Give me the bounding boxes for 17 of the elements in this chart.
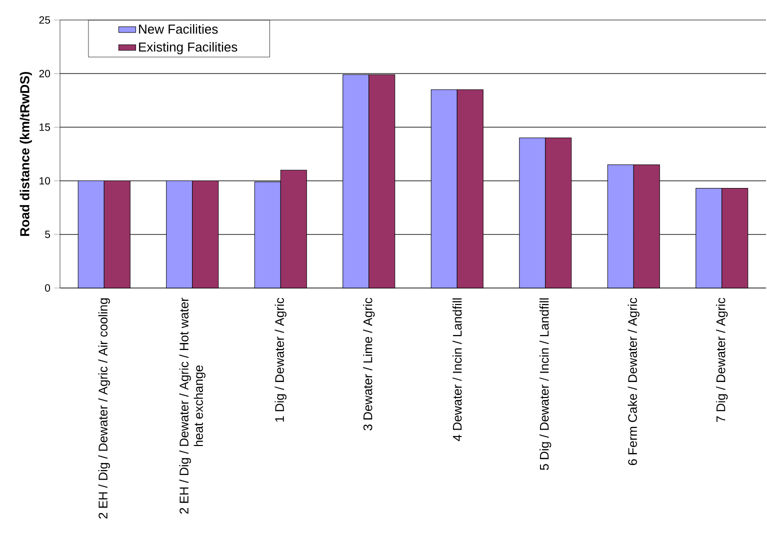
legend-label: Existing Facilities: [139, 42, 238, 54]
x-tick-label: 2 EH / Dig / Dewater / Agric / Air cooling: [98, 298, 110, 519]
x-tick-label: 1 Dig / Dewater / Agric: [274, 298, 286, 422]
legend-label: New Facilities: [139, 24, 218, 34]
y-tick-label: 5: [45, 230, 50, 238]
x-tick-label: 6 Ferm Cake / Dewater / Agric: [628, 298, 640, 466]
y-tick-label: 25: [39, 16, 50, 24]
x-tick-label: 7 Dig / Dewater / Agric: [716, 298, 728, 422]
y-tick-label: 10: [40, 177, 50, 185]
x-tick-label: 5 Dig / Dewater / Incin / Landfill: [540, 298, 552, 470]
y-tick-label: 0: [45, 284, 50, 292]
y-axis-title: Road distance (km/tRwDS): [20, 72, 32, 236]
y-tick-label: 20: [39, 70, 50, 78]
x-tick-label: 3 Dewater / Lime / Agric: [363, 298, 375, 430]
x-tick-label: 2 EH / Dig / Dewater / Agric / Hot water heat exchange: [179, 298, 206, 514]
y-tick-label: 15: [40, 124, 50, 131]
x-tick-label: 4 Dewater / Incin / Landfill: [452, 298, 462, 442]
